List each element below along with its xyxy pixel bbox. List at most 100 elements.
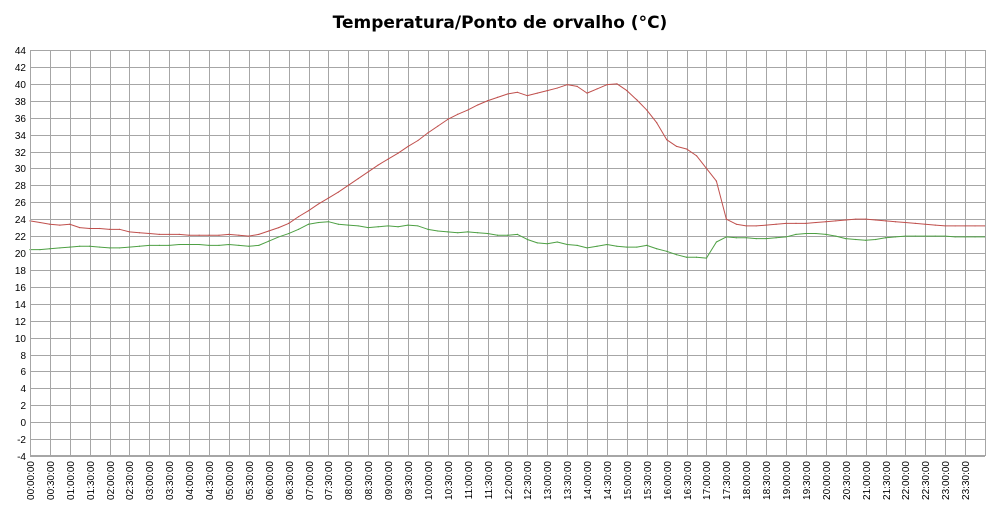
series-1-point: [178, 233, 180, 235]
series-2-point: [477, 232, 479, 234]
x-tick-label: 12:00:00: [504, 461, 515, 500]
x-tick-label: 20:00:00: [822, 461, 833, 500]
series-2-point: [894, 236, 897, 238]
series-1-point: [168, 233, 170, 235]
series-2-point: [59, 247, 61, 249]
series-2-point: [656, 248, 658, 250]
series-1-point: [865, 218, 867, 220]
series-2-point: [148, 244, 150, 246]
series-2-point: [327, 221, 330, 223]
series-2-point: [725, 236, 727, 238]
x-tick-label: 06:00:00: [265, 461, 276, 500]
series-2-point: [297, 228, 300, 230]
series-2-point: [705, 257, 708, 259]
x-tick-label: 23:00:00: [941, 461, 952, 500]
series-1-point: [188, 234, 190, 236]
series-1-point: [805, 222, 807, 224]
series-2-point: [138, 245, 141, 247]
series-1-point: [59, 224, 61, 226]
series-1-point: [606, 84, 608, 86]
series-2-point: [158, 244, 160, 246]
series-1-point: [755, 225, 757, 227]
series-2-point: [775, 237, 777, 239]
x-tick-label: 14:30:00: [603, 461, 614, 500]
y-tick-label: 34: [15, 131, 27, 142]
y-tick-label: 4: [20, 384, 26, 395]
series-1-point: [566, 84, 568, 86]
series-2-point: [357, 225, 359, 227]
series-1-point: [775, 223, 777, 225]
x-tick-label: 05:00:00: [225, 461, 236, 500]
series-2-point: [278, 236, 280, 238]
series-2-point: [437, 230, 439, 232]
series-2-point: [616, 245, 618, 247]
series-1-point: [884, 220, 887, 222]
x-tick-label: 02:00:00: [106, 461, 117, 500]
series-1-point: [278, 227, 280, 229]
series-2-point: [546, 243, 548, 245]
series-1-point: [158, 233, 160, 235]
series-1-point: [268, 230, 270, 232]
series-1-point: [288, 222, 290, 224]
series-2-point: [924, 235, 926, 237]
series-1-point: [795, 222, 797, 224]
series-1-point: [467, 109, 469, 111]
series-2-point: [934, 235, 936, 237]
series-1-point: [228, 233, 230, 235]
series-2-point: [586, 247, 588, 249]
series-1-point: [845, 219, 847, 221]
x-tick-label: 04:30:00: [205, 461, 216, 500]
series-1-point: [725, 218, 727, 220]
series-2-point: [676, 254, 678, 256]
series-2-point: [407, 224, 409, 226]
y-tick-label: 16: [15, 283, 27, 294]
x-tick-label: 11:30:00: [484, 461, 495, 500]
series-1-point: [934, 224, 936, 226]
series-1-point: [387, 158, 389, 160]
series-2-point: [566, 243, 568, 246]
series-1-point: [825, 221, 827, 223]
series-1-point: [835, 220, 837, 222]
series-2-point: [99, 246, 101, 248]
series-2-point: [128, 246, 131, 248]
y-tick-label: 44: [15, 46, 27, 57]
x-tick-label: 21:00:00: [862, 461, 873, 500]
series-1-point: [914, 222, 916, 224]
series-1-point: [198, 234, 200, 236]
y-tick-label: 6: [20, 367, 26, 378]
series-1-point: [666, 139, 668, 141]
series-1-point: [656, 122, 658, 124]
series-1-point: [118, 228, 121, 230]
series-1-point: [108, 228, 111, 230]
series-2-point: [536, 242, 538, 244]
series-1-point: [148, 232, 150, 235]
series-2-point: [79, 245, 81, 247]
x-tick-label: 16:30:00: [683, 461, 694, 500]
series-1-point: [526, 95, 529, 97]
series-1-point: [487, 100, 489, 102]
series-2-point: [815, 232, 817, 235]
y-tick-label: -2: [17, 435, 26, 446]
series-2-point: [427, 228, 429, 230]
series-1-point: [49, 223, 51, 225]
series-2-point: [636, 246, 638, 248]
series-2-point: [506, 234, 509, 236]
series-2-point: [944, 235, 946, 237]
x-tick-label: 18:30:00: [762, 461, 773, 500]
series-2-point: [208, 244, 210, 246]
series-1-point: [258, 233, 260, 235]
series-2-point: [248, 245, 250, 247]
series-1-point: [735, 223, 737, 225]
series-1-point: [218, 234, 220, 236]
series-2-point: [964, 236, 966, 238]
x-tick-label: 11:00:00: [464, 461, 475, 500]
x-tick-label: 12:30:00: [523, 461, 534, 500]
series-2-point: [874, 238, 877, 241]
x-tick-label: 05:30:00: [245, 461, 256, 500]
series-1-point: [248, 235, 250, 237]
series-2-point: [735, 237, 737, 239]
x-tick-label: 23:30:00: [961, 461, 972, 500]
series-1-point: [894, 221, 897, 223]
y-axis-ticks: 4442403836343230282624222018161412108642…: [15, 46, 27, 463]
